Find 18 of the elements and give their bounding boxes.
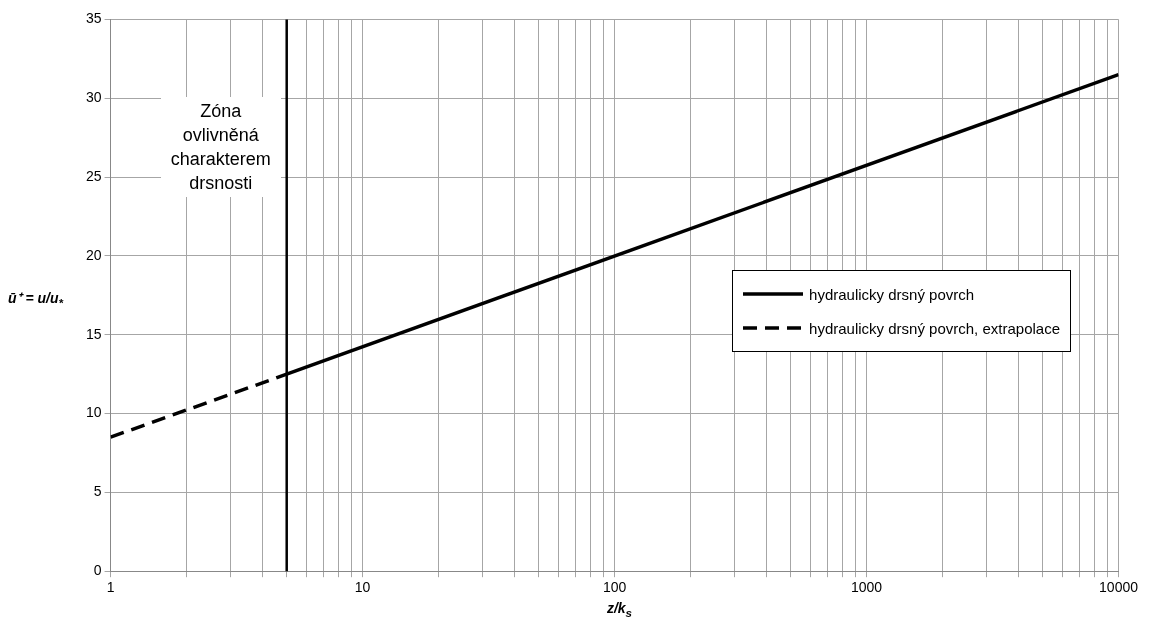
y-tick-label: 35 bbox=[85, 10, 102, 27]
x-tick-label: 100 bbox=[602, 579, 627, 596]
x-axis-title: z/k$_{s}$ bbox=[605, 600, 634, 619]
y-tick-label: 20 bbox=[85, 246, 102, 263]
x-tick-label: 1 bbox=[106, 579, 115, 596]
legend-label: hydraulicky drsný povrch, extrapolace bbox=[809, 319, 1060, 337]
y-tick-label: 10 bbox=[85, 404, 102, 421]
y-tick-label: 0 bbox=[93, 562, 102, 579]
legend-label: hydraulicky drsný povrch bbox=[809, 285, 975, 303]
y-tick-label: 15 bbox=[85, 325, 102, 342]
x-tick-label: 1000 bbox=[850, 579, 883, 596]
x-tick-label: 10000 bbox=[1099, 579, 1139, 596]
y-tick-label: 30 bbox=[85, 89, 102, 106]
y-tick-label: 25 bbox=[85, 167, 102, 184]
y-axis-title: ū⁺ = u/u$_{*}$ bbox=[8, 289, 64, 309]
y-tick-label: 5 bbox=[93, 483, 102, 500]
x-tick-label: 10 bbox=[354, 579, 371, 596]
annotation: Zóna ovlivněná charakterem drsnosti bbox=[160, 97, 281, 198]
